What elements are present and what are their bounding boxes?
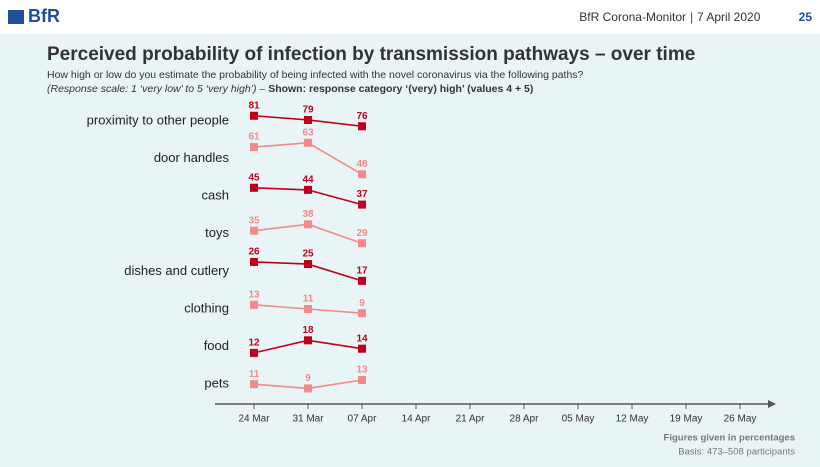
point [358, 200, 366, 209]
x-tick-label: 05 May [562, 414, 595, 425]
value-label: 29 [356, 228, 368, 239]
value-label: 14 [356, 333, 368, 344]
row-label: pets [204, 376, 229, 391]
value-label: 25 [302, 249, 314, 260]
value-label: 79 [302, 105, 314, 116]
point [304, 260, 312, 269]
x-tick-label: 07 Apr [348, 414, 378, 425]
value-label: 26 [248, 247, 260, 258]
row-label: toys [205, 225, 229, 240]
value-label: 17 [356, 265, 368, 276]
value-label: 45 [248, 172, 260, 183]
footer-note: Figures given in percentages [664, 433, 795, 444]
value-label: 9 [359, 298, 365, 309]
value-label: 81 [248, 100, 260, 111]
x-tick-label: 26 May [724, 414, 757, 425]
point [358, 276, 366, 285]
subtitle: How high or low do you estimate the prob… [47, 69, 584, 81]
note-italic: (Response scale: 1 ‘very low’ to 5 ‘very… [47, 83, 268, 95]
note-bold: Shown: response category ‘(very) high’ (… [268, 83, 533, 95]
value-label: 9 [305, 373, 311, 384]
x-tick-label: 14 Apr [402, 414, 432, 425]
point [304, 185, 312, 194]
point [358, 122, 366, 131]
point [358, 344, 366, 353]
point [250, 257, 258, 266]
value-label: 63 [302, 127, 314, 138]
x-tick-label: 28 Apr [510, 414, 540, 425]
row-label: door handles [154, 150, 230, 165]
point [304, 138, 312, 147]
x-tick-label: 19 May [670, 414, 703, 425]
point [250, 300, 258, 309]
value-label: 11 [249, 369, 260, 380]
value-label: 12 [248, 338, 260, 349]
point [250, 348, 258, 357]
value-label: 38 [302, 209, 314, 220]
x-tick-label: 31 Mar [292, 414, 324, 425]
header-source: BfR Corona-Monitor [579, 10, 686, 24]
x-tick-label: 12 May [616, 414, 649, 425]
row-label: clothing [184, 300, 229, 315]
point [304, 384, 312, 393]
point [358, 309, 366, 318]
logo-icon [8, 10, 24, 24]
point [250, 143, 258, 152]
point [250, 226, 258, 235]
value-label: 18 [302, 325, 314, 336]
row-label: cash [202, 188, 229, 203]
logo: BfR [28, 6, 60, 26]
axis-arrow [768, 400, 776, 408]
point [304, 336, 312, 345]
title: Perceived probability of infection by tr… [47, 44, 695, 65]
value-label: 48 [356, 159, 368, 170]
point [358, 170, 366, 179]
point [250, 380, 258, 389]
page-number: 25 [799, 10, 813, 24]
value-label: 13 [248, 289, 260, 300]
value-label: 35 [248, 215, 260, 226]
point [250, 183, 258, 192]
x-tick-label: 24 Mar [238, 414, 270, 425]
point [358, 239, 366, 248]
point [304, 305, 312, 313]
row-label: proximity to other people [87, 112, 229, 127]
header-bar [0, 0, 820, 34]
point [358, 376, 366, 384]
header-date: 7 April 2020 [697, 10, 761, 24]
note: (Response scale: 1 ‘very low’ to 5 ‘very… [47, 83, 533, 95]
row-label: dishes and cutlery [124, 263, 229, 278]
point [304, 220, 312, 229]
value-label: 13 [356, 365, 368, 376]
footer-basis: Basis: 473–508 participants [678, 447, 795, 458]
value-label: 76 [356, 111, 368, 122]
value-label: 37 [356, 189, 368, 200]
row-label: food [204, 338, 229, 353]
point [304, 115, 312, 124]
x-tick-label: 21 Apr [456, 414, 486, 425]
value-label: 11 [303, 294, 314, 305]
value-label: 44 [302, 175, 314, 186]
point [250, 111, 258, 120]
header-separator: | [690, 10, 693, 24]
value-label: 61 [248, 132, 260, 143]
